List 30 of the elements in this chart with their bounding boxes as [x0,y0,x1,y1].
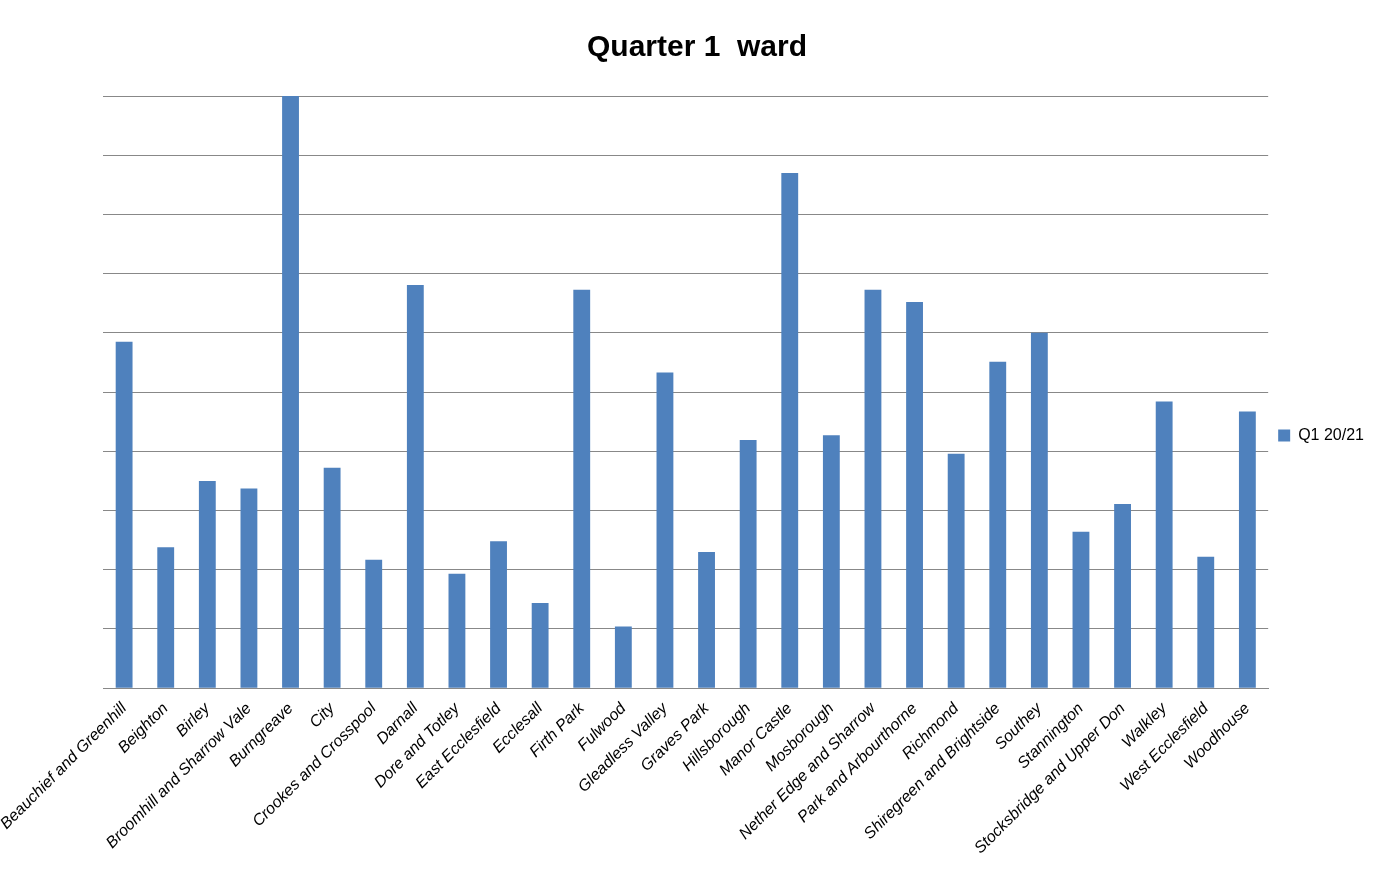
bar [490,541,507,688]
bar [1072,531,1090,688]
bar [115,341,133,688]
bar [1238,411,1256,688]
bar [614,626,632,688]
legend-label: Q1 20/21 [1298,425,1365,443]
bar [739,440,757,688]
bar [282,96,299,688]
bar [531,602,549,688]
bar [656,372,674,688]
bar [906,302,923,688]
bar [989,361,1007,688]
chart-title: Quarter 1 ward [586,29,808,63]
bar [781,172,799,688]
bar [864,289,882,688]
bar [448,573,466,688]
bar [698,551,715,688]
bar [198,480,216,688]
bar [1114,503,1131,688]
bar [1155,401,1173,688]
bar [1030,332,1048,688]
bar [573,289,591,688]
bar [157,547,175,688]
bar [1197,556,1215,688]
bar [822,435,840,688]
bar [240,488,258,688]
bar [947,453,965,688]
bar [406,284,424,688]
bar [323,467,341,688]
bar [365,559,383,688]
